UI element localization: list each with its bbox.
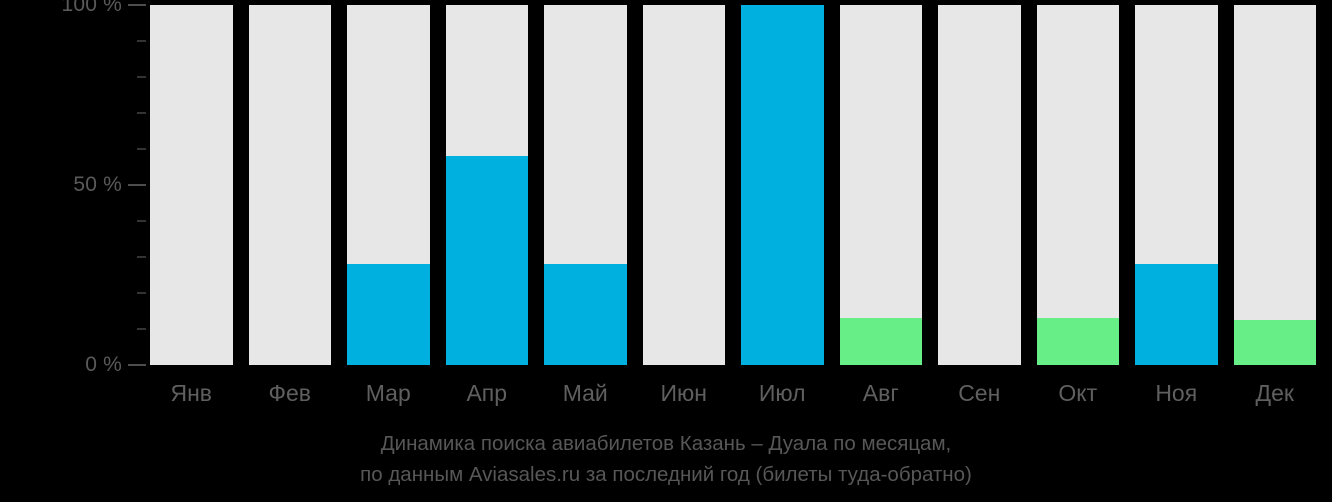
bar-column[interactable] [1135,5,1218,365]
bar-value [445,156,528,365]
y-axis-tick-major [128,184,146,186]
y-axis-label: 50 % [73,173,122,196]
bar-value [1135,264,1218,365]
bar-column[interactable] [150,5,233,365]
bar-column[interactable] [347,5,430,365]
bar-column[interactable] [642,5,725,365]
bar-track [839,5,922,365]
y-axis-label: 0 % [85,353,122,376]
bar-value [1233,320,1316,365]
bar-track [1233,5,1316,365]
x-axis-label: Июн [660,380,707,406]
x-axis-label: Дек [1255,380,1294,406]
bar-value [741,5,824,365]
x-axis-label: Ноя [1155,380,1198,406]
bar-column[interactable] [1036,5,1119,365]
caption-line: по данным Aviasales.ru за последний год … [360,463,972,486]
bar-track [938,5,1021,365]
bar-column[interactable] [544,5,627,365]
y-axis-tick-minor [137,328,146,330]
bar-column[interactable] [839,5,922,365]
bar-value [544,264,627,365]
y-axis-tick-minor [137,256,146,258]
bar-track [642,5,725,365]
x-axis-label: Окт [1058,380,1098,406]
y-axis-tick-major [128,4,146,6]
bar-track [248,5,331,365]
y-axis-tick-minor [137,40,146,42]
bar-column[interactable] [445,5,528,365]
bar-value [1036,318,1119,365]
chart-caption: Динамика поиска авиабилетов Казань – Дуа… [0,428,1332,490]
y-axis: 100 % 50 % 0 % [0,0,150,376]
bar-track [1036,5,1119,365]
x-axis-label: Май [562,380,608,406]
y-axis-label: 100 % [61,0,122,16]
y-axis-tick-minor [137,220,146,222]
bar-column[interactable] [741,5,824,365]
x-axis: Янв Фев Мар Апр Май Июн Июл Авг Сен Окт Ноя Дек [150,372,1332,418]
x-axis-label: Фев [268,380,312,406]
y-axis-tick-minor [137,76,146,78]
bar-column[interactable] [938,5,1021,365]
bar-value [347,264,430,365]
bar-column[interactable] [1233,5,1316,365]
x-axis-label: Сен [958,380,1001,406]
x-axis-label: Мар [365,380,411,406]
y-axis-tick-major [128,364,146,366]
bar-column[interactable] [248,5,331,365]
x-axis-label: Авг [862,380,899,406]
plot-area [150,5,1332,365]
bar-track [150,5,233,365]
x-axis-label: Апр [466,380,508,406]
bar-value [839,318,922,365]
y-axis-tick-minor [137,292,146,294]
x-axis-label: Янв [170,380,213,406]
y-axis-tick-minor [137,148,146,150]
y-axis-tick-minor [137,112,146,114]
caption-line: Динамика поиска авиабилетов Казань – Дуа… [380,432,952,455]
x-axis-label: Июл [758,380,806,406]
